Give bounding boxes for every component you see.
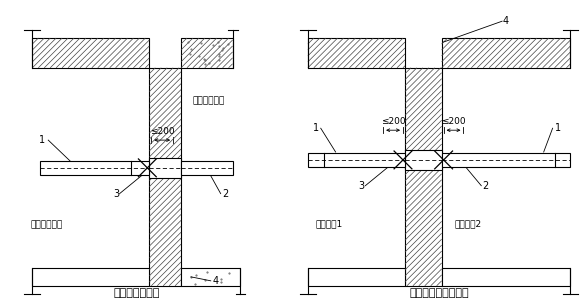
Bar — [442, 38, 570, 68]
Text: 1: 1 — [39, 135, 46, 145]
Text: 4: 4 — [503, 16, 509, 26]
Text: ≤200: ≤200 — [150, 127, 174, 136]
Text: 防空地下室内: 防空地下室内 — [30, 220, 63, 229]
Text: 3: 3 — [358, 181, 364, 191]
Text: 管道从相邻单元引入: 管道从相邻单元引入 — [410, 288, 469, 298]
Bar — [442, 153, 570, 167]
Bar — [181, 268, 240, 286]
Text: 防护单元2: 防护单元2 — [455, 219, 481, 228]
Text: 防护单元1: 防护单元1 — [316, 219, 343, 228]
Bar — [149, 158, 181, 178]
Bar — [405, 150, 442, 170]
Bar — [181, 161, 233, 175]
Bar — [32, 268, 149, 286]
Text: ≤200: ≤200 — [381, 117, 405, 126]
Bar — [181, 38, 233, 68]
Bar — [405, 68, 442, 286]
Text: 1: 1 — [555, 123, 560, 133]
Text: 2: 2 — [222, 188, 229, 199]
Text: 管道从侧墙出入: 管道从侧墙出入 — [113, 288, 160, 298]
Text: 1: 1 — [313, 123, 319, 133]
Text: 4: 4 — [212, 276, 219, 286]
Bar — [442, 268, 570, 286]
Text: 3: 3 — [113, 188, 120, 199]
Bar — [32, 38, 149, 68]
Bar — [149, 68, 181, 286]
Bar — [308, 38, 405, 68]
Text: 防空地下室外: 防空地下室外 — [193, 96, 225, 105]
Text: 2: 2 — [482, 181, 488, 191]
Text: ≤200: ≤200 — [441, 117, 466, 126]
Bar — [40, 161, 149, 175]
Bar — [308, 153, 405, 167]
Bar — [308, 268, 405, 286]
